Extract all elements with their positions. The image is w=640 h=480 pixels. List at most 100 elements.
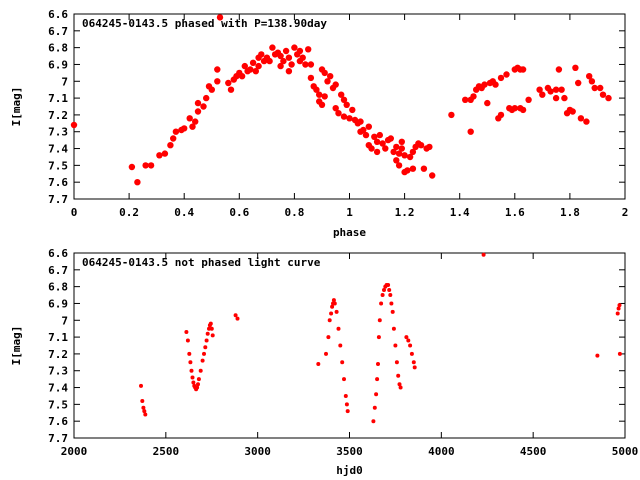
data-point — [321, 69, 328, 77]
data-point — [324, 78, 331, 85]
data-point — [189, 368, 194, 373]
y-tick-label: 7.1 — [48, 92, 68, 105]
data-point — [280, 57, 287, 65]
data-point — [139, 383, 143, 388]
y-tick-label: 7 — [61, 75, 68, 88]
data-point — [539, 91, 546, 98]
y-tick-label: 7.7 — [48, 432, 68, 445]
data-point — [342, 377, 346, 382]
data-point — [321, 93, 328, 100]
data-point — [332, 301, 337, 306]
data-point — [371, 133, 378, 140]
data-point — [373, 138, 381, 145]
data-point — [391, 326, 396, 331]
data-point — [266, 57, 273, 65]
data-point — [329, 311, 334, 316]
data-point — [547, 88, 554, 95]
y-tick-label: 6.8 — [48, 281, 68, 294]
data-point — [420, 165, 428, 172]
data-point — [340, 113, 348, 120]
data-point — [481, 81, 488, 88]
data-point — [577, 115, 585, 122]
data-point — [617, 351, 622, 356]
data-point — [389, 301, 394, 306]
data-point — [552, 86, 560, 93]
y-tick-label: 7.5 — [48, 159, 68, 172]
data-point — [299, 54, 306, 61]
data-point — [394, 360, 399, 365]
data-point — [214, 66, 221, 73]
data-point — [409, 351, 414, 356]
data-point — [503, 71, 510, 78]
data-point — [326, 335, 331, 340]
data-point — [346, 115, 353, 122]
data-point — [497, 111, 505, 119]
y-tick-label: 7.4 — [48, 382, 68, 395]
y-tick-label: 7.3 — [48, 365, 68, 378]
data-point — [198, 368, 203, 373]
data-point — [302, 61, 309, 68]
data-point — [241, 62, 248, 70]
data-point — [343, 101, 350, 109]
data-point — [340, 360, 345, 365]
y-tick-label: 7.6 — [48, 176, 68, 189]
data-point — [382, 288, 386, 292]
data-point — [255, 62, 262, 70]
data-point — [235, 316, 240, 321]
y-axis-label: I[mag] — [10, 326, 23, 366]
data-point — [327, 318, 332, 323]
y-tick-label: 6.8 — [48, 42, 68, 55]
data-point — [142, 409, 147, 414]
y-tick-label: 7 — [61, 314, 68, 327]
data-point — [380, 293, 385, 297]
data-point — [334, 309, 339, 314]
data-point — [194, 99, 202, 107]
data-point — [258, 51, 265, 58]
y-tick-label: 7.6 — [48, 415, 68, 428]
data-point — [511, 105, 518, 112]
y-tick-label: 6.9 — [48, 297, 68, 310]
data-point — [552, 94, 560, 102]
data-point — [396, 373, 401, 378]
data-point — [365, 123, 372, 130]
data-point — [141, 405, 146, 410]
data-point — [203, 94, 210, 102]
data-point — [411, 360, 416, 365]
data-point — [191, 380, 196, 385]
data-point — [142, 162, 149, 169]
data-point — [615, 311, 620, 316]
data-point — [194, 108, 202, 115]
data-point — [404, 167, 411, 174]
data-point — [307, 61, 315, 68]
data-point — [595, 353, 600, 358]
data-point — [249, 59, 257, 66]
data-point — [238, 73, 246, 80]
data-point — [207, 326, 211, 331]
data-point — [525, 96, 532, 104]
y-tick-label: 6.6 — [48, 247, 68, 260]
data-point — [196, 377, 201, 382]
data-point — [269, 44, 276, 51]
data-point — [561, 94, 568, 102]
x-tick-label: 3000 — [244, 445, 271, 458]
data-point — [277, 52, 284, 60]
x-tick-label: 0.8 — [284, 206, 304, 219]
data-point — [387, 288, 392, 292]
data-point — [204, 338, 209, 343]
data-point — [291, 44, 298, 51]
plot-title: 064245-0143.5 phased with P=138.90day — [82, 17, 327, 30]
data-point — [357, 118, 364, 125]
data-point — [404, 335, 409, 340]
data-point — [210, 333, 215, 338]
y-tick-label: 7.2 — [48, 348, 68, 361]
data-point — [406, 338, 411, 343]
data-point — [406, 153, 414, 161]
data-point — [208, 321, 213, 326]
data-point — [409, 148, 417, 156]
x-tick-label: 0.4 — [174, 206, 194, 219]
y-tick-label: 6.9 — [48, 58, 68, 71]
x-axis-label: hjd0 — [336, 464, 363, 477]
data-point — [305, 46, 312, 53]
data-point — [605, 94, 612, 102]
data-point — [467, 128, 474, 135]
